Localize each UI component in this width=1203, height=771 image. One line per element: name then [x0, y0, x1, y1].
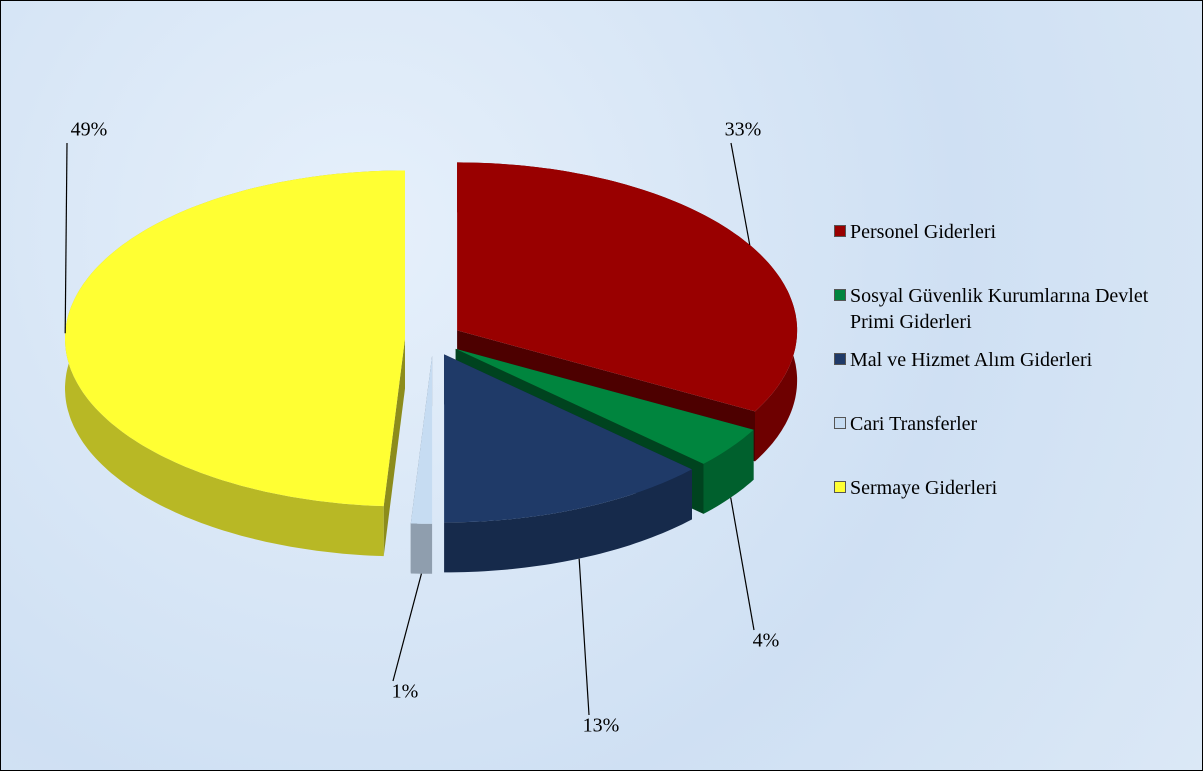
legend-item: Sosyal Güvenlik Kurumlarına Devlet Primi… — [834, 283, 1150, 347]
slice-side — [444, 469, 692, 573]
leader-line — [392, 573, 423, 682]
legend-item: Personel Giderleri — [834, 219, 1150, 283]
legend-swatch — [834, 481, 846, 493]
legend-label: Cari Transferler — [850, 413, 978, 435]
data-label: 4% — [753, 630, 780, 652]
legend-item: Mal ve Hizmet Alım Giderleri — [834, 347, 1150, 411]
pie-slice — [65, 170, 405, 557]
legend-item: Cari Transferler — [834, 411, 1150, 475]
slice-top — [457, 162, 798, 412]
data-label: 33% — [725, 119, 762, 141]
legend-label: Sermaye Giderleri — [850, 477, 998, 499]
pie-slice — [444, 354, 692, 573]
pie-slice — [410, 355, 433, 574]
leader-line — [730, 497, 755, 631]
legend-swatch — [834, 225, 846, 237]
leader-line — [730, 142, 751, 246]
legend-swatch — [834, 353, 846, 365]
slice-top — [444, 354, 692, 523]
slice-top — [455, 348, 754, 464]
slice-top — [65, 170, 405, 507]
legend-item: Sermaye Giderleri — [834, 475, 1150, 539]
legend-label: Personel Giderleri — [850, 221, 997, 243]
slice-side — [703, 429, 754, 514]
leader-line — [64, 142, 68, 334]
slice-side — [410, 523, 433, 574]
data-label: 49% — [71, 119, 108, 141]
data-label: 13% — [583, 715, 620, 737]
data-label: 1% — [392, 681, 419, 703]
legend-swatch — [834, 417, 846, 429]
legend-label: Mal ve Hizmet Alım Giderleri — [850, 349, 1093, 371]
legend: Personel Giderleri Sosyal Güvenlik Kuruml… — [834, 219, 1150, 539]
legend-label: Sosyal Güvenlik Kurumlarına Devlet Primi… — [850, 285, 1149, 333]
slice-top — [410, 355, 433, 524]
leader-line — [578, 558, 590, 716]
legend-swatch — [834, 289, 846, 301]
slice-wall — [383, 338, 405, 557]
